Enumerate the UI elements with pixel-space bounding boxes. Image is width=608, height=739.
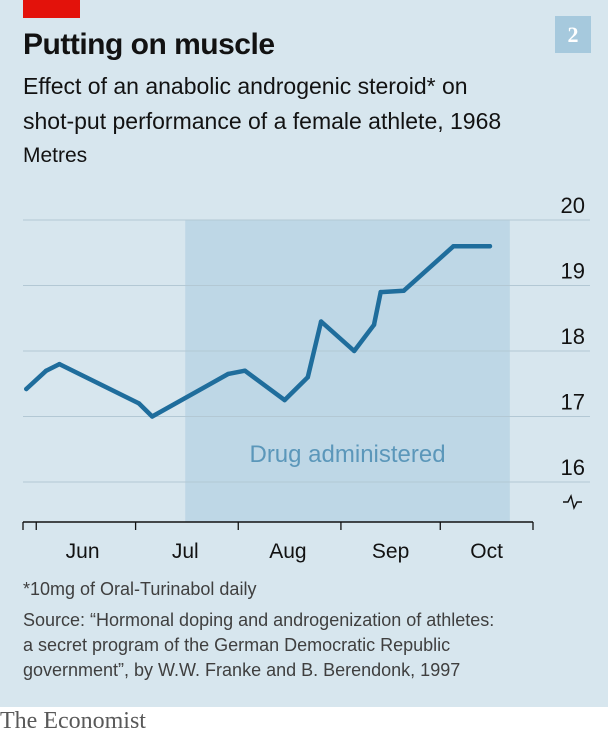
data-point [401,288,407,293]
data-point [136,401,142,406]
brand-red-tag [23,0,80,18]
source-line-3: government”, by W.W. Franke and B. Beren… [23,660,461,680]
line-chart: 16 17 18 19 20 Jun Jul Aug Sep Oct Drug administer… [22,193,590,563]
label-layer: 16 17 18 19 20 Jun Jul Aug Sep Oct Drug administer… [66,193,585,563]
x-tick-label: Jun [66,540,100,563]
data-point [451,244,456,249]
data-point [305,375,311,380]
data-point [226,371,231,377]
data-point [351,348,357,354]
axis-break-icon [563,493,582,511]
y-tick-label: 18 [561,324,585,349]
data-point [149,414,155,419]
footnote: *10mg of Oral-Turinabol daily [23,579,257,599]
data-point [487,244,493,249]
x-tick-label: Jul [172,540,199,563]
grid-layer [23,219,590,483]
data-point [282,397,287,403]
y-tick-label: 20 [561,193,585,218]
x-tick-label: Aug [269,540,306,563]
chart-number-badge: 2 [555,16,591,53]
data-point [371,322,377,327]
y-tick-label: 16 [561,455,585,480]
source-line-1: Source: “Hormonal doping and androgeniza… [23,610,495,630]
x-tick-label: Sep [372,540,409,563]
drug-administered-label: Drug administered [249,441,445,468]
y-tick-label: 17 [561,390,585,415]
chart-subtitle-line-2: shot-put performance of a female athlete… [23,108,502,134]
x-tick-label: Oct [470,540,503,563]
chart-title: Putting on muscle [23,28,275,61]
data-point [57,361,62,367]
data-point [378,289,383,295]
series-layer [24,243,493,419]
data-point [318,319,324,324]
y-axis-unit-label: Metres [23,144,88,167]
data-point [242,368,248,373]
y-tick-label: 19 [561,259,585,284]
data-point [24,386,29,392]
source-note: Source: “Hormonal doping and androgeniza… [23,608,494,683]
x-axis-layer [22,493,582,530]
chart-subtitle-line-1: Effect of an anabolic androgenic steroid… [23,73,468,99]
publisher-logo: The Economist [0,708,146,734]
series-line [24,243,493,419]
source-line-2: a secret program of the German Democrati… [23,635,451,655]
data-point [43,368,49,373]
